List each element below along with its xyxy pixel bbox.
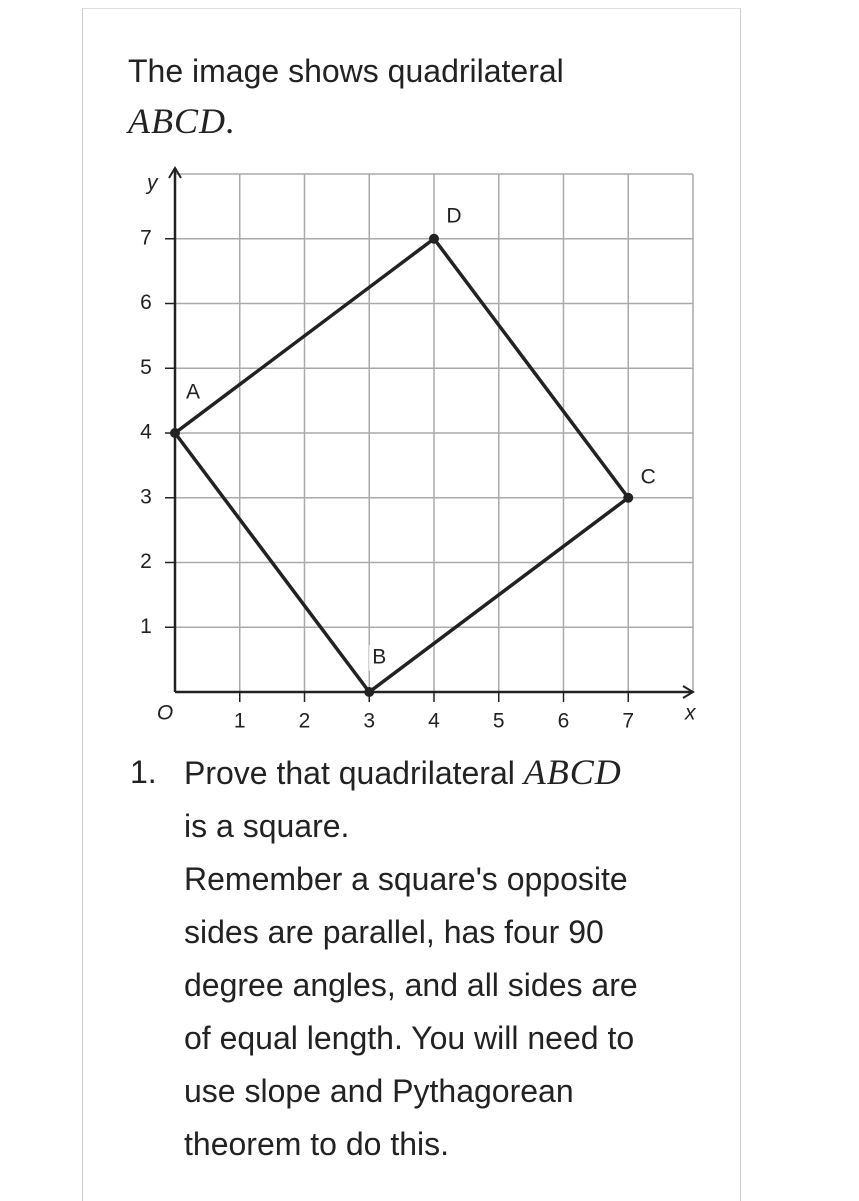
question-lines: is a square. Remember a square's opposite… xyxy=(184,800,638,1171)
vertex-label: C xyxy=(641,465,656,488)
intro-text: The image shows quadrilateral xyxy=(128,53,564,89)
question: 1. Prove that quadrilateral ABCD is a sq… xyxy=(130,746,638,1171)
x-tick-label: 7 xyxy=(622,710,634,733)
y-tick-label: 7 xyxy=(140,226,152,249)
question-line: use slope and Pythagorean xyxy=(184,1073,574,1109)
y-tick-label: 5 xyxy=(140,356,152,379)
x-arrow xyxy=(682,685,695,699)
x-tick-label: 2 xyxy=(299,710,311,733)
question-number: 1. xyxy=(130,754,157,790)
x-tick-label: 5 xyxy=(493,710,505,733)
y-tick-label: 4 xyxy=(140,421,152,444)
vertex xyxy=(364,687,375,697)
vertex-label: D xyxy=(446,204,461,227)
question-body: Prove that quadrilateral ABCD is a squar… xyxy=(184,746,638,1171)
panel xyxy=(82,8,741,1201)
vertex-label: B xyxy=(372,646,386,669)
x-axis-label: x xyxy=(684,702,697,725)
y-arrow xyxy=(168,166,182,179)
question-line: sides are parallel, has four 90 xyxy=(184,914,604,950)
y-tick-label: 6 xyxy=(140,291,152,314)
x-tick-label: 3 xyxy=(363,710,375,733)
vertex xyxy=(429,233,439,244)
question-text: Prove that quadrilateral xyxy=(184,755,515,791)
question-line: is a square. xyxy=(184,808,350,844)
y-tick-label: 2 xyxy=(140,550,152,573)
label-bg xyxy=(444,203,464,230)
intro-math: ABCD. xyxy=(128,101,236,141)
question-first-line: Prove that quadrilateral ABCD xyxy=(184,746,638,800)
label-bg xyxy=(638,464,659,491)
vertex xyxy=(623,492,634,503)
x-tick-label: 6 xyxy=(558,710,570,733)
question-math: ABCD xyxy=(523,752,622,792)
label-bg xyxy=(369,645,390,671)
question-line: of equal length. You will need to xyxy=(184,1020,635,1056)
origin-label: O xyxy=(157,702,173,725)
question-line: degree angles, and all sides are xyxy=(184,967,638,1003)
x-tick-label: 1 xyxy=(234,710,246,733)
y-axis-label: y xyxy=(145,172,159,195)
question-line: theorem to do this. xyxy=(184,1126,450,1162)
label-bg xyxy=(183,380,203,406)
vertex xyxy=(170,428,180,438)
x-tick-label: 4 xyxy=(428,710,440,733)
quadrilateral xyxy=(173,237,630,694)
intro: The image shows quadrilateral ABCD. xyxy=(128,46,564,146)
y-tick-label: 1 xyxy=(140,615,152,638)
question-line: Remember a square's opposite xyxy=(184,861,628,897)
vertex-label: A xyxy=(186,381,200,404)
y-tick-label: 3 xyxy=(140,485,152,508)
